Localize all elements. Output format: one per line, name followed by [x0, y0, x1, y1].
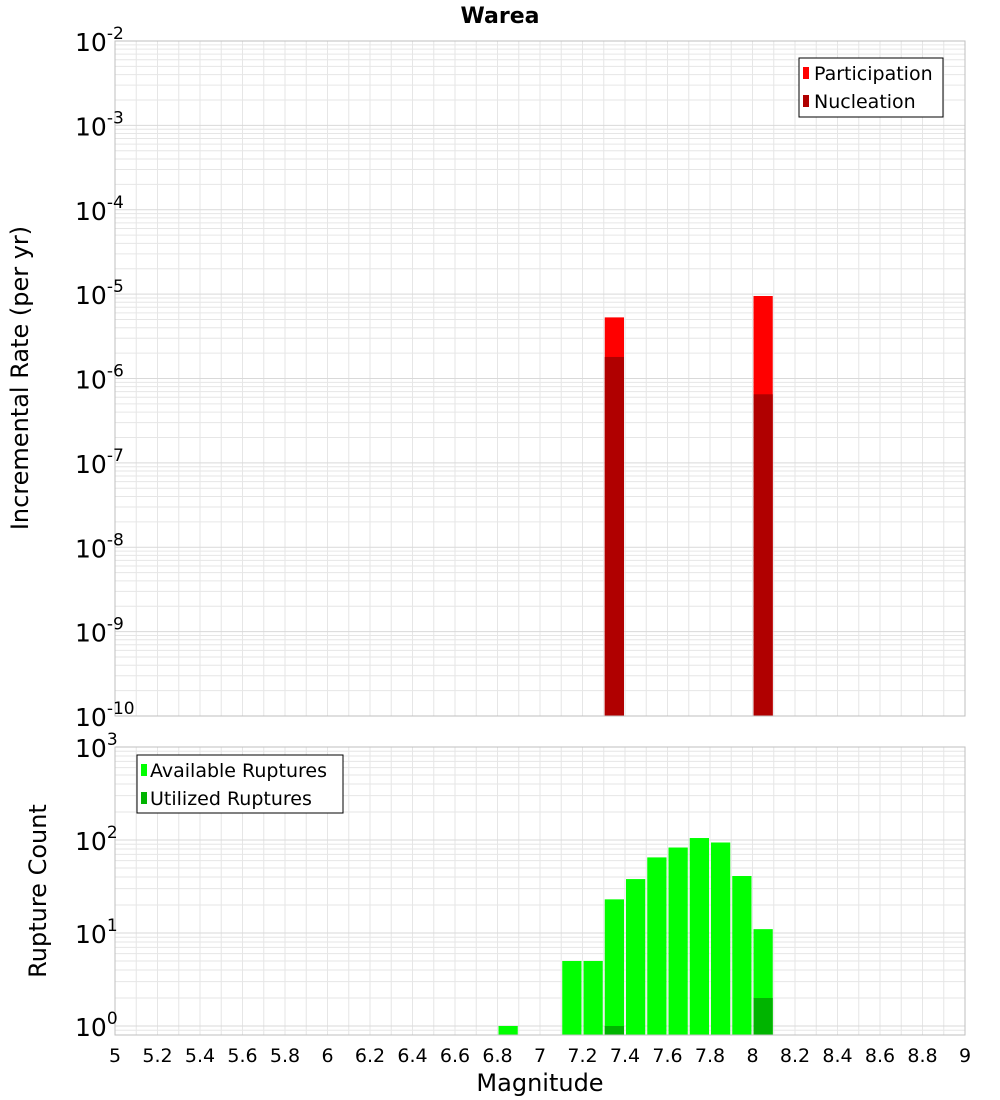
x-tick-label: 8.2: [780, 1045, 810, 1067]
x-tick-label: 6.6: [440, 1045, 470, 1067]
x-axis-label: Magnitude: [476, 1069, 603, 1097]
x-tick-label: 5.6: [227, 1045, 257, 1067]
x-tick-label: 6.4: [397, 1045, 427, 1067]
available-ruptures-bar: [689, 838, 709, 1035]
count-y-tick-labels: 100 101 102 103: [75, 730, 118, 1042]
rate-bars: [604, 296, 773, 716]
x-tick-label: 9: [959, 1045, 971, 1067]
x-tick-label: 8.4: [822, 1045, 852, 1067]
x-tick-label: 7.4: [610, 1045, 640, 1067]
utilized-legend-label: Utilized Ruptures: [150, 788, 312, 810]
y-tick-label: 10-8: [75, 530, 124, 563]
x-tick-label: 5.2: [142, 1045, 172, 1067]
nucleation-legend-swatch: [803, 95, 809, 107]
count-legend: Available Ruptures Utilized Ruptures: [136, 754, 344, 814]
x-tick-label: 7.6: [652, 1045, 682, 1067]
count-panel: 100 101 102 103 5 5.2 5.4 5.6 5.8 6 6.2 6.4 6.6 6.8 7…: [24, 730, 971, 1097]
participation-legend-swatch: [803, 67, 809, 79]
count-bars: [498, 838, 773, 1035]
chart-title: Warea: [461, 4, 540, 29]
rate-panel: 10-10 10-9 10-8 10-7 10-6 10-5 10-4 10-3 10-2 In…: [6, 24, 966, 732]
available-ruptures-bar: [583, 960, 603, 1035]
available-legend-swatch: [141, 764, 147, 776]
utilized-legend-swatch: [141, 792, 147, 804]
available-ruptures-bar: [498, 1025, 518, 1035]
x-tick-label: 6: [321, 1045, 333, 1067]
y-tick-label: 10-5: [75, 277, 124, 310]
rate-legend: Participation Nucleation: [798, 57, 944, 118]
count-plot-frame: [114, 746, 966, 1036]
y-tick-label: 10-4: [75, 193, 124, 226]
y-tick-label: 10-7: [75, 446, 124, 479]
nucleation-bar: [753, 394, 773, 716]
utilized-ruptures-bar: [753, 997, 773, 1035]
nucleation-bar: [604, 356, 624, 716]
rate-legend-box: [798, 57, 944, 118]
x-tick-label: 5.8: [270, 1045, 300, 1067]
x-tick-label: 8.6: [865, 1045, 895, 1067]
x-tick-label: 5.4: [185, 1045, 215, 1067]
x-tick-label: 8: [746, 1045, 758, 1067]
count-y-axis-label: Rupture Count: [24, 804, 52, 978]
x-tick-label: 7.8: [695, 1045, 725, 1067]
x-tick-labels: 5 5.2 5.4 5.6 5.8 6 6.2 6.4 6.6 6.8 7 7.2 7.4 7.6 7.8 8…: [109, 1045, 971, 1067]
count-legend-box: [136, 754, 344, 814]
rate-plot-frame: [114, 40, 966, 717]
rate-y-tick-labels: 10-10 10-9 10-8 10-7 10-6 10-5 10-4 10-3 10-2: [75, 24, 135, 732]
available-ruptures-bar: [562, 960, 582, 1035]
available-ruptures-bar: [626, 879, 646, 1035]
nucleation-legend-label: Nucleation: [814, 91, 916, 113]
available-ruptures-bar: [711, 842, 731, 1035]
y-tick-label: 100: [75, 1009, 118, 1042]
y-tick-label: 10-9: [75, 615, 124, 648]
y-tick-label: 10-10: [75, 699, 135, 732]
utilized-ruptures-bar: [604, 1025, 624, 1035]
x-tick-label: 6.2: [355, 1045, 385, 1067]
y-tick-label: 103: [75, 730, 118, 763]
x-tick-label: 7.2: [567, 1045, 597, 1067]
participation-legend-label: Participation: [814, 63, 933, 85]
x-tick-label: 5: [109, 1045, 121, 1067]
available-legend-label: Available Ruptures: [150, 760, 327, 782]
available-ruptures-bar: [604, 899, 624, 1035]
y-tick-label: 10-3: [75, 108, 124, 141]
rate-y-axis-label: Incremental Rate (per yr): [6, 226, 34, 530]
available-ruptures-bar: [647, 857, 667, 1035]
x-tick-label: 8.8: [907, 1045, 937, 1067]
y-tick-label: 102: [75, 823, 118, 856]
available-ruptures-bar: [732, 876, 752, 1035]
x-tick-label: 6.8: [482, 1045, 512, 1067]
y-tick-label: 10-2: [75, 24, 124, 57]
y-tick-label: 10-6: [75, 362, 124, 395]
y-tick-label: 101: [75, 916, 118, 949]
available-ruptures-bar: [668, 847, 688, 1035]
rate-gridlines: [114, 40, 966, 717]
x-tick-label: 7: [534, 1045, 546, 1067]
